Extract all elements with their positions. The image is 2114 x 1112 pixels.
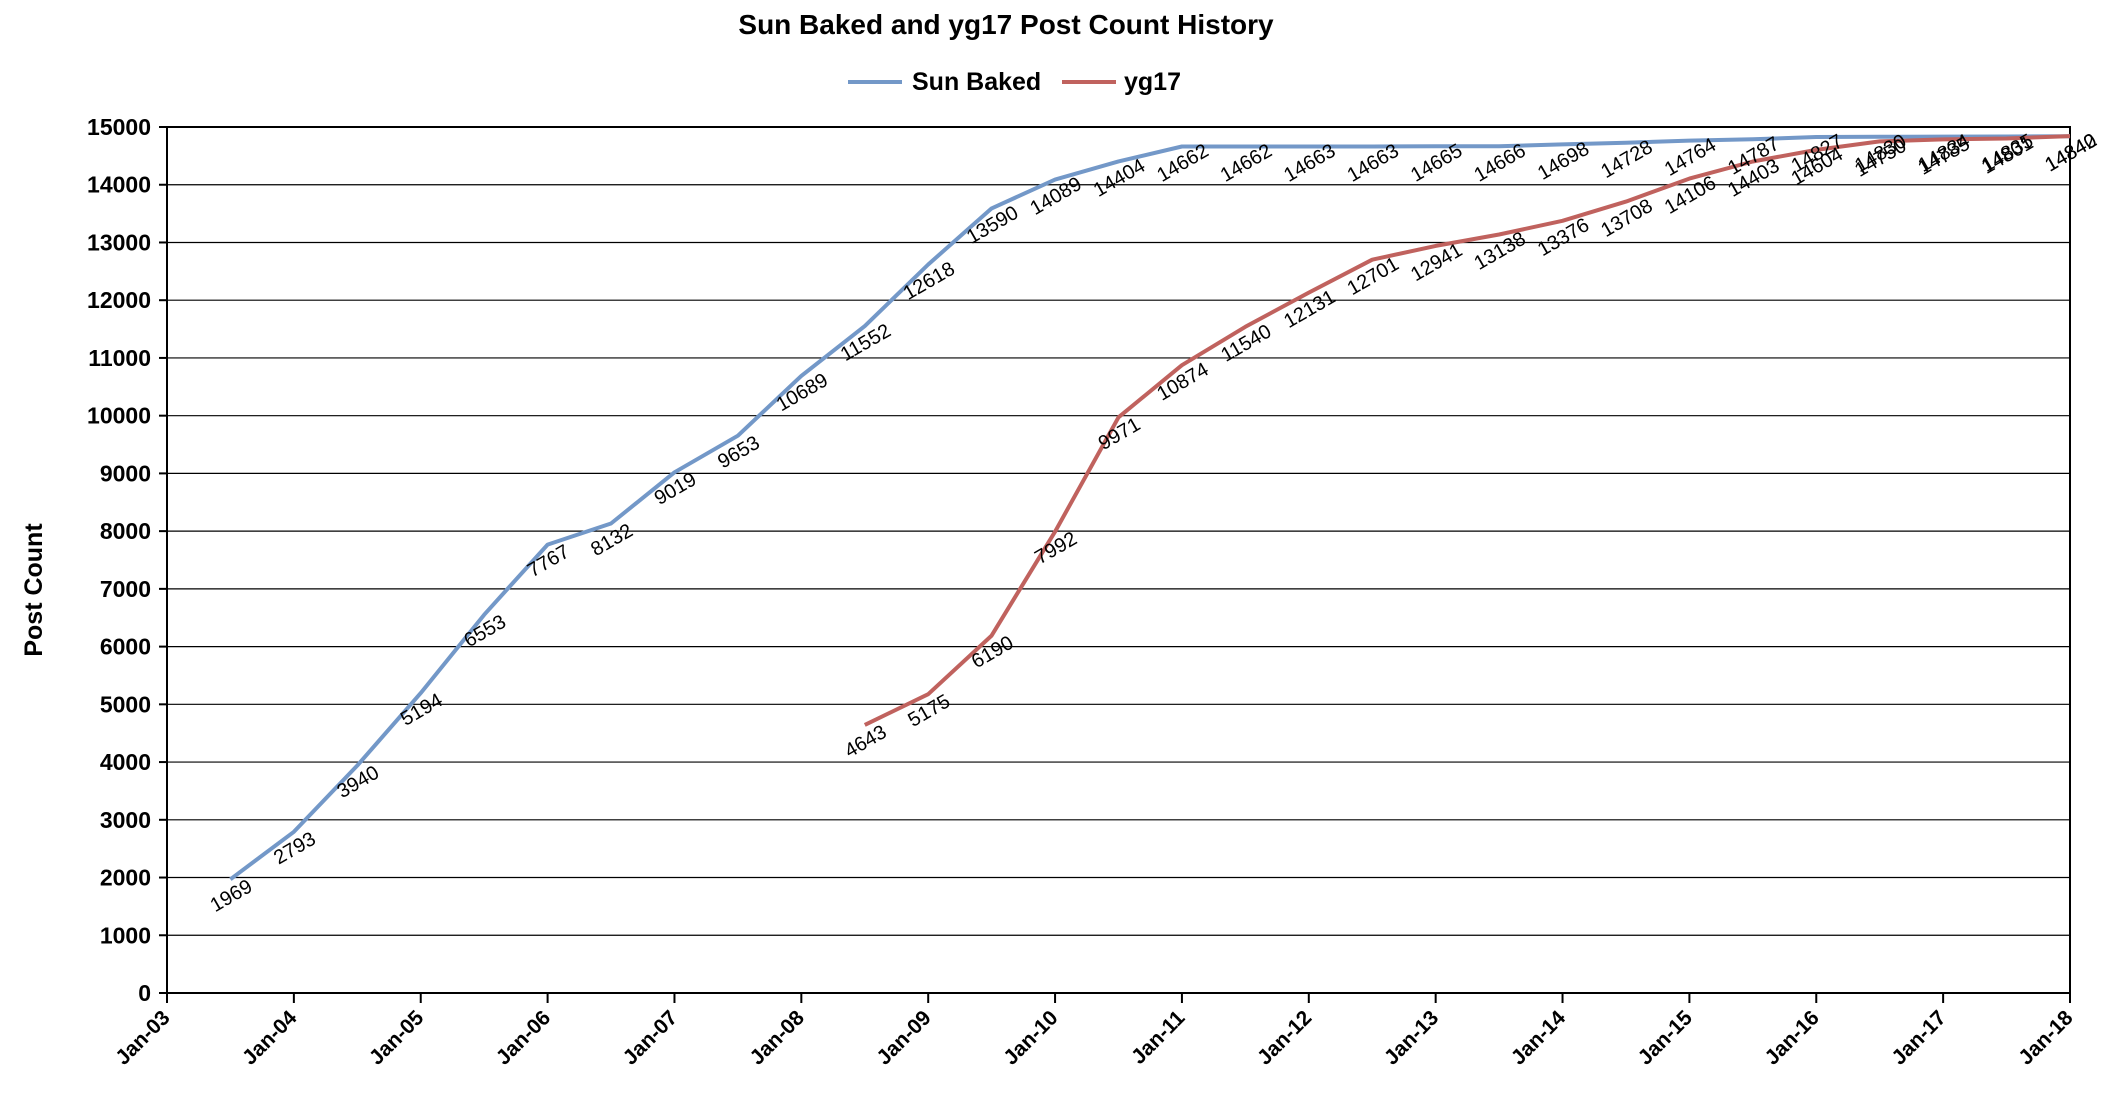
legend-label-sun-baked: Sun Baked bbox=[912, 68, 1041, 96]
y-tick-label-0: 0 bbox=[138, 980, 151, 1006]
grid bbox=[167, 126, 2070, 994]
y-tick-label-1000: 1000 bbox=[100, 922, 151, 948]
x-tick-label-Jan-12: Jan-12 bbox=[1253, 1006, 1316, 1069]
y-tick-label-12000: 12000 bbox=[87, 287, 151, 313]
x-tick-label-Jan-04: Jan-04 bbox=[238, 1006, 302, 1070]
series-lines bbox=[229, 134, 2071, 881]
x-tick-label-Jan-16: Jan-16 bbox=[1760, 1006, 1823, 1069]
series-line-yg17 bbox=[863, 134, 2071, 727]
data-labels: 1969279339405194655377678132901996531068… bbox=[207, 129, 2101, 916]
data-label-yg17-0: 4643 bbox=[841, 721, 891, 762]
y-tick-label-10000: 10000 bbox=[87, 403, 151, 429]
x-tick-label-Jan-14: Jan-14 bbox=[1507, 1006, 1571, 1070]
y-tick-label-15000: 15000 bbox=[87, 114, 151, 140]
x-tick-label-Jan-05: Jan-05 bbox=[365, 1006, 429, 1070]
y-tick-label-13000: 13000 bbox=[87, 229, 151, 255]
x-axis-ticks: Jan-03 Jan-04 Jan-05 Jan-06 Jan-07 Jan-08 Jan-… bbox=[111, 993, 2078, 1070]
data-label-sun-baked-2: 3940 bbox=[334, 762, 384, 803]
y-tick-label-5000: 5000 bbox=[100, 691, 151, 717]
series-line-sun-baked bbox=[229, 134, 2071, 881]
x-tick-label-Jan-06: Jan-06 bbox=[492, 1006, 555, 1069]
plot-area bbox=[166, 126, 2071, 994]
data-label-sun-baked-7: 9019 bbox=[651, 468, 701, 509]
data-label-sun-baked-0: 1969 bbox=[207, 875, 257, 916]
y-tick-label-11000: 11000 bbox=[88, 345, 151, 371]
y-tick-label-4000: 4000 bbox=[100, 749, 151, 775]
x-tick-label-Jan-15: Jan-15 bbox=[1634, 1006, 1698, 1070]
data-label-sun-baked-4: 6553 bbox=[460, 611, 510, 652]
x-tick-label-Jan-17: Jan-17 bbox=[1887, 1006, 1950, 1069]
y-tick-label-3000: 3000 bbox=[100, 807, 151, 833]
y-tick-label-14000: 14000 bbox=[87, 172, 151, 198]
data-label-yg17-3: 7992 bbox=[1031, 528, 1081, 569]
x-tick-label-Jan-03: Jan-03 bbox=[111, 1006, 174, 1069]
legend-label-yg17: yg17 bbox=[1124, 68, 1181, 96]
x-tick-label-Jan-08: Jan-08 bbox=[746, 1006, 810, 1070]
data-label-sun-baked-5: 7767 bbox=[524, 541, 574, 582]
y-tick-label-8000: 8000 bbox=[100, 518, 151, 544]
data-label-sun-baked-3: 5194 bbox=[397, 689, 447, 730]
y-tick-label-2000: 2000 bbox=[100, 865, 151, 891]
y-tick-label-6000: 6000 bbox=[100, 634, 151, 660]
x-tick-label-Jan-11: Jan-11 bbox=[1127, 1006, 1190, 1069]
data-label-sun-baked-1: 2793 bbox=[270, 828, 320, 869]
data-label-sun-baked-8: 9653 bbox=[714, 432, 764, 473]
data-label-yg17-4: 9971 bbox=[1095, 413, 1145, 454]
y-tick-label-9000: 9000 bbox=[100, 460, 151, 486]
legend: Sun Baked yg17 bbox=[848, 68, 1181, 96]
x-tick-label-Jan-10: Jan-10 bbox=[999, 1006, 1062, 1069]
y-axis-ticks: 0 1000 2000 3000 4000 5000 6000 7000 8000 9000 100… bbox=[87, 114, 167, 1006]
x-tick-label-Jan-13: Jan-13 bbox=[1380, 1006, 1443, 1069]
x-tick-label-Jan-09: Jan-09 bbox=[872, 1006, 935, 1069]
data-label-yg17-1: 5175 bbox=[904, 690, 954, 731]
data-label-yg17-2: 6190 bbox=[968, 632, 1018, 673]
x-tick-label-Jan-07: Jan-07 bbox=[619, 1006, 682, 1069]
y-tick-label-7000: 7000 bbox=[100, 576, 151, 602]
data-label-sun-baked-6: 8132 bbox=[587, 520, 637, 561]
chart-title: Sun Baked and yg17 Post Count History bbox=[738, 9, 1274, 40]
y-axis-label: Post Count bbox=[20, 523, 48, 657]
x-tick-label-Jan-18: Jan-18 bbox=[2014, 1006, 2078, 1070]
